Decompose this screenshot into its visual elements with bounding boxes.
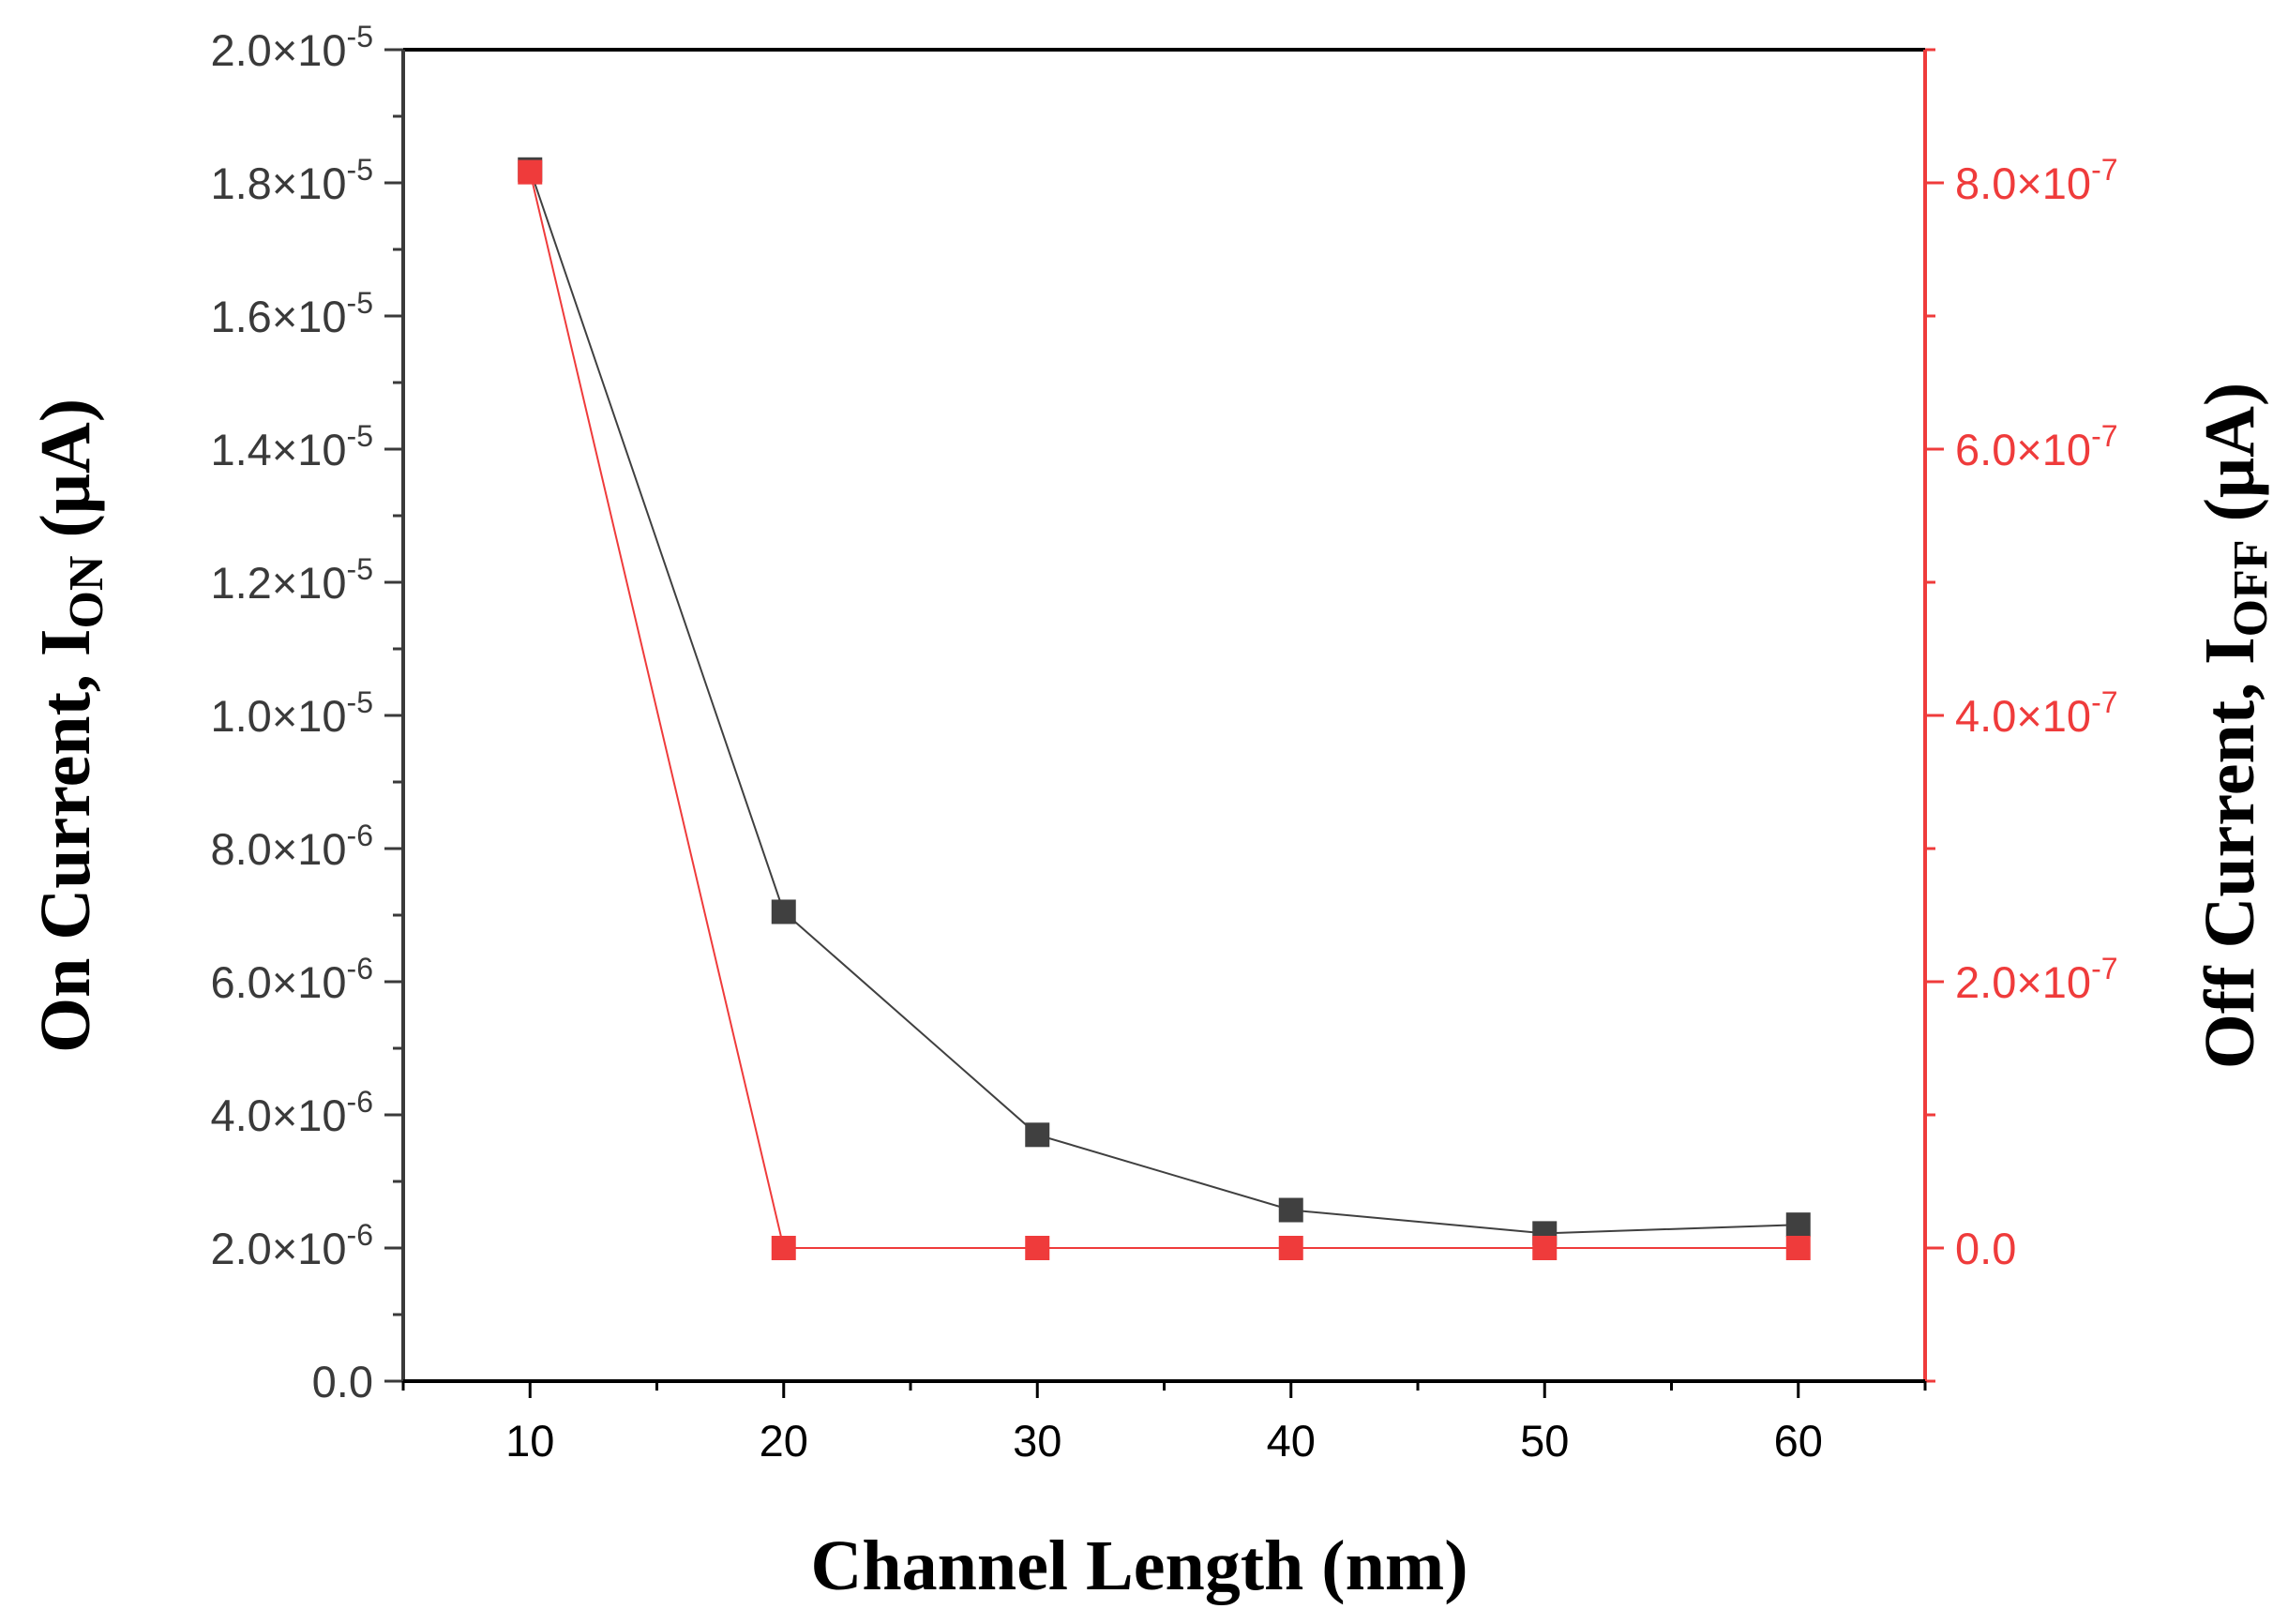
left-y-tick-exponent: -6 bbox=[347, 952, 373, 985]
left-y-tick-exponent: -6 bbox=[347, 819, 373, 852]
x-tick-label: 60 bbox=[1774, 1416, 1823, 1466]
left-y-tick-label: 8.0×10-6 bbox=[210, 819, 373, 874]
left-y-tick-label: 0.0 bbox=[312, 1357, 373, 1406]
left-y-tick-mantissa: 1.0×10 bbox=[210, 691, 346, 741]
left-y-tick-label: 1.8×10-5 bbox=[210, 153, 373, 208]
left-y-tick-label: 4.0×10-6 bbox=[210, 1085, 373, 1140]
right-y-tick-mantissa: 8.0×10 bbox=[1955, 158, 2091, 208]
left-y-tick-exponent: -5 bbox=[347, 685, 373, 719]
series-2-marker bbox=[771, 1236, 796, 1260]
left-y-tick-mantissa: 2.0×10 bbox=[210, 25, 346, 75]
left-y-tick-label: 1.6×10-5 bbox=[210, 286, 373, 341]
left-y-tick-mantissa: 1.6×10 bbox=[210, 292, 346, 341]
series-1-marker bbox=[1785, 1212, 1811, 1238]
left-y-tick-label: 1.2×10-5 bbox=[210, 552, 373, 608]
right-y-axis-title: Off Current, IOFF (μA) bbox=[2190, 383, 2278, 1069]
series-2-marker bbox=[1025, 1236, 1050, 1260]
right-y-tick-mantissa: 2.0×10 bbox=[1955, 957, 2091, 1007]
left-y-tick-mantissa: 8.0×10 bbox=[210, 824, 346, 874]
left-y-axis: 0.02.0×10-64.0×10-66.0×10-68.0×10-61.0×1… bbox=[210, 20, 405, 1406]
right-y-tick-exponent: -7 bbox=[2091, 153, 2117, 187]
x-axis-title: Channel Length (nm) bbox=[811, 1526, 1468, 1605]
left-y-tick-mantissa: 1.2×10 bbox=[210, 558, 346, 608]
left-y-tick-mantissa: 1.8×10 bbox=[210, 158, 346, 208]
left-y-tick-exponent: -5 bbox=[347, 20, 373, 53]
left-y-tick-label: 1.4×10-5 bbox=[210, 419, 373, 474]
left-y-tick-mantissa: 1.4×10 bbox=[210, 425, 346, 474]
right-y-tick-mantissa: 0.0 bbox=[1955, 1224, 2016, 1273]
left-y-axis-title-subscript: ON bbox=[60, 556, 113, 629]
series-1-marker bbox=[1025, 1122, 1050, 1148]
right-y-tick-mantissa: 6.0×10 bbox=[1955, 425, 2091, 474]
left-y-tick-exponent: -5 bbox=[347, 153, 373, 187]
x-axis: 10 20 30 40 50 60 bbox=[401, 1379, 1927, 1466]
x-tick-label: 20 bbox=[760, 1416, 808, 1466]
right-y-tick-exponent: -7 bbox=[2091, 419, 2117, 453]
x-tick-label: 30 bbox=[1013, 1416, 1061, 1466]
left-y-axis-title-unit: (μA) bbox=[26, 398, 105, 556]
x-tick-label: 40 bbox=[1267, 1416, 1316, 1466]
left-y-axis-title-main: On Current, I bbox=[26, 629, 105, 1054]
right-y-tick-label: 2.0×10-7 bbox=[1955, 952, 2118, 1007]
right-y-tick-mantissa: 4.0×10 bbox=[1955, 691, 2091, 741]
right-y-tick-exponent: -7 bbox=[2091, 685, 2117, 719]
left-y-tick-exponent: -5 bbox=[347, 286, 373, 320]
left-y-tick-mantissa: 4.0×10 bbox=[210, 1090, 346, 1140]
series-2-marker bbox=[1532, 1236, 1558, 1260]
right-y-axis-title-subscript: OFF bbox=[2224, 539, 2278, 637]
left-y-tick-label: 1.0×10-5 bbox=[210, 685, 373, 741]
right-y-tick-label: 0.0 bbox=[1955, 1224, 2016, 1273]
left-y-tick-mantissa: 0.0 bbox=[312, 1357, 373, 1406]
left-y-tick-label: 6.0×10-6 bbox=[210, 952, 373, 1007]
series-1-marker bbox=[1278, 1197, 1303, 1223]
right-y-tick-label: 6.0×10-7 bbox=[1955, 419, 2118, 474]
series-1-line bbox=[529, 169, 1799, 1235]
right-y-tick-label: 4.0×10-7 bbox=[1955, 685, 2118, 741]
right-y-axis-title-unit: (μA) bbox=[2190, 383, 2269, 540]
series-2-marker bbox=[1278, 1236, 1303, 1260]
x-tick-label: 10 bbox=[505, 1416, 554, 1466]
right-y-tick-exponent: -7 bbox=[2091, 952, 2117, 985]
left-y-tick-mantissa: 6.0×10 bbox=[210, 957, 346, 1007]
x-tick-label: 50 bbox=[1520, 1416, 1569, 1466]
left-y-tick-label: 2.0×10-6 bbox=[210, 1218, 373, 1273]
right-y-axis-title-main: Off Current, I bbox=[2190, 637, 2269, 1069]
series-layer bbox=[518, 157, 1811, 1260]
left-y-tick-mantissa: 2.0×10 bbox=[210, 1224, 346, 1273]
series-1-marker bbox=[771, 899, 796, 925]
left-y-tick-exponent: -6 bbox=[347, 1085, 373, 1119]
right-y-axis: 0.02.0×10-74.0×10-76.0×10-78.0×10-7 bbox=[1923, 48, 2118, 1383]
series-2-line bbox=[529, 172, 1799, 1249]
left-y-tick-exponent: -5 bbox=[347, 552, 373, 586]
right-y-tick-label: 8.0×10-7 bbox=[1955, 153, 2118, 208]
left-y-tick-exponent: -6 bbox=[347, 1218, 373, 1252]
left-y-tick-exponent: -5 bbox=[347, 419, 373, 453]
series-2-marker bbox=[518, 159, 543, 185]
left-y-axis-title: On Current, ION (μA) bbox=[26, 398, 113, 1053]
left-y-tick-label: 2.0×10-5 bbox=[210, 20, 373, 75]
series-2-marker bbox=[1785, 1236, 1811, 1260]
